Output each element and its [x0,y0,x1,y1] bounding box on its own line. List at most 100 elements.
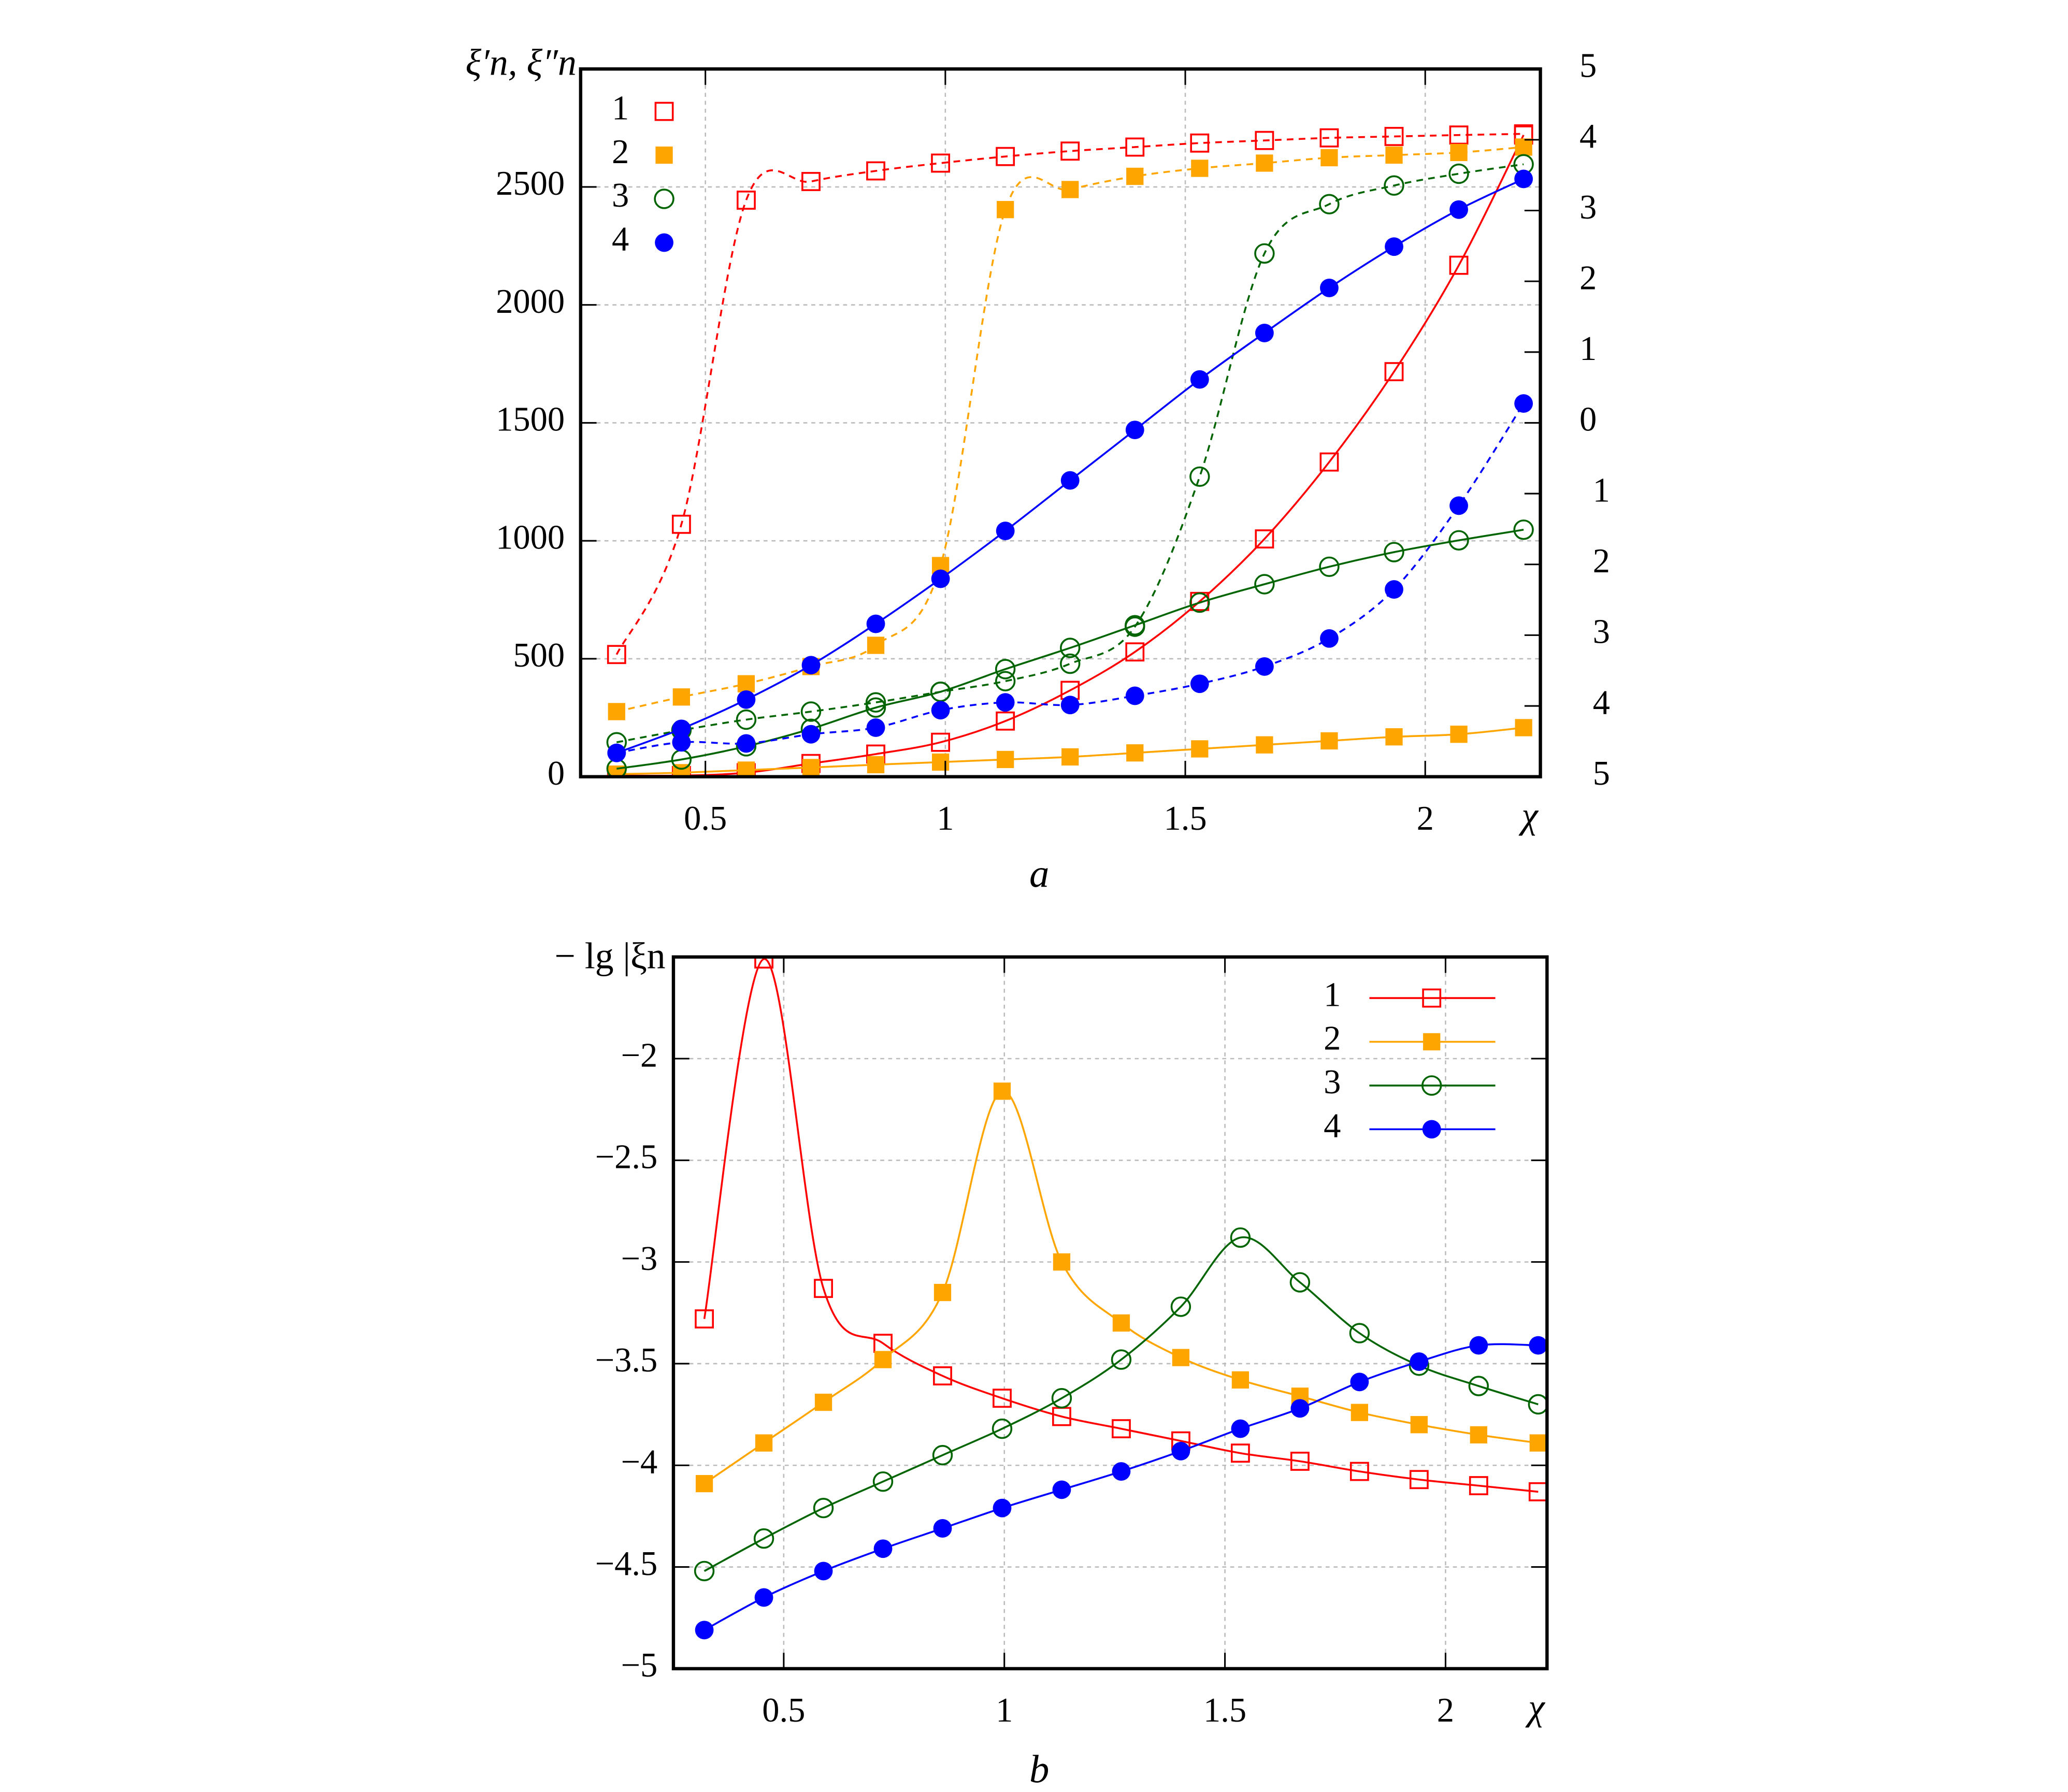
data-point-square [1191,740,1209,758]
y-tick-label: −4.5 [595,1545,658,1583]
data-point-square [1255,131,1274,150]
x-tick-label: 0.5 [762,1692,805,1729]
data-point-circle [1529,1336,1547,1355]
series-line [616,529,1524,770]
data-point-square [1112,1314,1130,1332]
data-point-square [1061,181,1079,198]
data-point-circle [1111,1349,1132,1370]
data-point-square [1190,133,1210,153]
y-tick-label: −3 [621,1240,657,1278]
x-tick-label: 2 [1417,800,1434,837]
data-point-square [1060,141,1080,161]
data-point-circle [865,692,886,713]
legend-label: 2 [612,133,629,171]
plot-frame [671,955,1549,1671]
legend-label: 1 [1324,976,1341,1014]
data-point-circle [695,1621,714,1640]
data-point-square [1125,137,1145,157]
series-line [616,146,1524,713]
data-point-circle [993,1498,1012,1518]
y-tick-label: −5 [621,1646,657,1684]
y-tick-label: 500 [513,637,565,674]
data-point-square [1515,138,1532,156]
series-line [616,403,1525,754]
data-point-square [931,153,951,173]
data-point-circle [872,1471,894,1492]
data-point-square [1422,988,1442,1008]
data-point-circle [1289,1272,1311,1293]
legend-label: 4 [612,221,629,258]
data-point-circle [1255,657,1274,676]
right-y-tick-label: 5 [1579,47,1597,84]
data-point-circle [1319,556,1340,577]
plot-area [694,957,1547,1640]
data-point-circle [1189,592,1210,613]
data-point-circle [1171,1441,1190,1461]
data-point-square [695,1309,714,1329]
data-point-circle [607,743,626,762]
data-point-circle [737,690,756,709]
data-point-circle [1421,1075,1442,1096]
legend-item-2: 2 [612,133,673,171]
data-point-square [1469,1476,1488,1495]
series-line [615,133,1524,655]
y-tick-label: 1500 [496,401,565,439]
y-axis-label: − lg |ξn [555,935,666,976]
data-point-circle [1514,394,1533,413]
data-point-circle [655,233,673,252]
series-2-dashed [608,138,1532,720]
legend-item-4: 4 [1324,1107,1496,1145]
series-line [703,1090,1539,1485]
x-tick-label: 1.5 [1164,800,1207,837]
data-point-circle [753,1528,774,1549]
data-point-circle [672,733,691,752]
y-tick-label: 2500 [496,165,565,203]
series-line [616,163,1524,743]
series-3-solid [694,1227,1547,1582]
data-point-circle [866,718,885,737]
data-point-square [1529,1434,1547,1452]
data-point-square [1256,736,1273,754]
y-tick-label: −4 [621,1443,657,1481]
data-point-square [814,1279,833,1298]
data-point-circle [1060,471,1080,490]
data-point-circle [1230,1227,1251,1248]
data-point-circle [1051,1388,1072,1409]
data-point-circle [813,1498,834,1519]
data-point-circle [873,1539,893,1558]
data-point-square [1385,728,1403,746]
data-point-square [654,102,674,121]
data-point-circle [1125,421,1144,440]
data-point-square [1450,143,1468,162]
right-y-tick-label: 0 [1579,401,1597,439]
data-point-circle [932,1444,953,1466]
data-point-square [607,645,626,664]
data-point-square [867,637,885,654]
data-point-square [737,675,755,692]
legend-label: 1 [612,89,629,127]
data-point-circle [1514,169,1533,189]
series-line [703,1343,1539,1631]
data-point-square [866,161,885,181]
data-point-square [1290,1451,1310,1471]
data-point-square [1126,167,1144,185]
data-point-square [931,732,951,752]
data-point-square [1172,1349,1190,1366]
data-point-circle [736,709,757,730]
data-point-square [1061,748,1079,766]
data-point-circle [933,1519,952,1538]
data-point-circle [1385,580,1403,599]
y-tick-label: 0 [548,755,565,792]
data-point-circle [866,614,885,633]
data-point-square [1449,125,1469,145]
data-point-circle [1290,1399,1310,1418]
right-y-tick-label: 4 [1593,684,1610,721]
data-point-circle [1060,638,1081,658]
x-tick-label: 0.5 [684,800,727,837]
legend-label: 3 [612,177,629,214]
data-point-square [801,172,821,191]
data-point-square [933,1366,952,1385]
data-point-circle [737,734,756,753]
data-point-circle [1189,466,1210,487]
